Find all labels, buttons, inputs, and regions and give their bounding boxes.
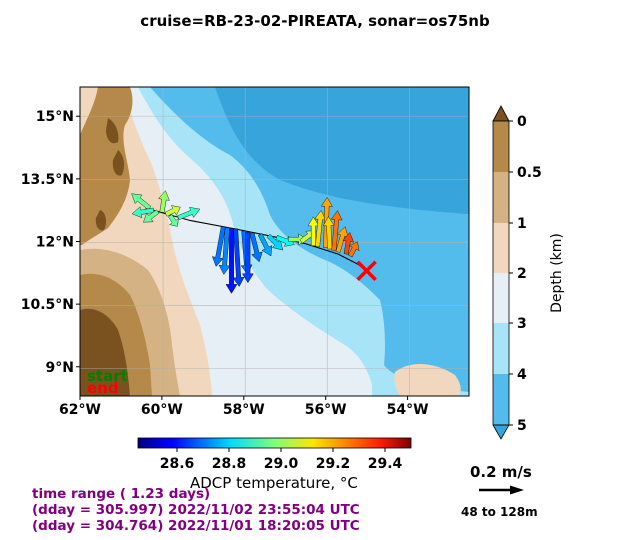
velocity-vectors <box>131 190 360 294</box>
x-tick-label: 56°W <box>305 402 347 418</box>
depth-colorbar-ticks: 0 0.5 1 2 3 4 5 <box>509 114 542 434</box>
velocity-vector <box>307 216 320 246</box>
chart-title: cruise=RB-23-02-PIREATA, sonar=os75nb <box>140 12 490 30</box>
depth-colorbar-top-extend <box>492 105 510 122</box>
end-time-line: (dday = 305.997) 2022/11/02 23:55:04 UTC <box>32 502 360 518</box>
land <box>80 308 130 396</box>
velocity-vector <box>164 205 181 217</box>
temperature-tick-label: 28.8 <box>212 456 247 472</box>
velocity-vector <box>225 228 238 294</box>
time-range-line: time range ( 1.23 days) <box>32 486 211 502</box>
velocity-vector <box>342 232 355 255</box>
end-marker <box>356 260 377 281</box>
velocity-vector <box>330 210 343 251</box>
start-time-line: (dday = 304.764) 2022/11/01 18:20:05 UTC <box>32 518 360 534</box>
depth-tick-label: 1 <box>517 216 527 232</box>
island-shelf <box>80 87 133 245</box>
scale-depth-label: 48 to 128m <box>461 505 538 519</box>
depth-tick-label: 2 <box>517 266 527 282</box>
velocity-vector <box>177 207 201 220</box>
depth-tick-label: 3 <box>517 316 527 332</box>
y-tick-label: 9°N <box>46 360 74 376</box>
velocity-vector <box>335 226 349 253</box>
temperature-tick-label: 29.4 <box>368 456 403 472</box>
temperature-tick-label: 28.6 <box>160 456 195 472</box>
depth-tick-label: 0 <box>517 114 527 130</box>
velocity-vector <box>168 214 179 227</box>
velocity-vector <box>322 216 335 250</box>
legend-start: start <box>87 367 128 385</box>
depth-colorbar: 0 0.5 1 2 3 4 5 Depth (km) <box>492 105 565 440</box>
end-marker-stroke <box>356 260 377 281</box>
depth-1-2km-east <box>394 364 461 396</box>
y-tick-label: 15°N <box>36 109 74 125</box>
temperature-tick-label: 29.0 <box>264 456 299 472</box>
velocity-vector <box>242 232 254 284</box>
velocity-vector <box>257 233 273 257</box>
y-tick-label: 12°N <box>36 235 74 251</box>
velocity-vector <box>131 206 155 219</box>
x-tick-label: 60°W <box>141 402 183 418</box>
velocity-vector <box>314 210 327 247</box>
velocity-vector <box>158 190 170 213</box>
x-tick-label: 54°W <box>387 402 429 418</box>
depth-colorbar-label: Depth (km) <box>549 233 565 313</box>
velocity-vector <box>143 209 160 223</box>
temperature-colorbar-label: ADCP temperature, °C <box>190 474 358 492</box>
x-tick-label: 62°W <box>59 402 101 418</box>
scale-speed-label: 0.2 m/s <box>470 463 532 481</box>
x-tick-label: 58°W <box>223 402 265 418</box>
velocity-vector <box>131 193 152 211</box>
x-axis: 62°W 60°W 58°W 56°W 54°W <box>59 396 429 418</box>
velocity-vector <box>211 226 226 267</box>
depth-tick-label: 0.5 <box>517 165 542 181</box>
y-axis: 9°N 10.5°N 12°N 13.5°N 15°N <box>21 109 80 376</box>
bathymetry-map <box>80 87 469 396</box>
scale-arrow <box>479 485 524 495</box>
velocity-vector <box>232 228 245 287</box>
legend-end: end <box>87 379 119 397</box>
temperature-colorbar: 28.6 28.8 29.0 29.2 29.4 <box>137 437 412 472</box>
velocity-vector <box>249 232 263 263</box>
y-tick-label: 10.5°N <box>21 297 74 313</box>
velocity-vector <box>266 233 284 251</box>
depth-tick-label: 4 <box>517 367 527 383</box>
temperature-colorbar-ticks: 28.6 28.8 29.0 29.2 29.4 <box>160 448 403 472</box>
velocity-vector <box>348 241 360 258</box>
island-land <box>95 118 125 231</box>
depth-tick-label: 5 <box>517 418 527 434</box>
temperature-tick-label: 29.2 <box>316 456 351 472</box>
y-tick-label: 13.5°N <box>21 172 74 188</box>
depth-colorbar-bottom-extend <box>492 424 510 440</box>
